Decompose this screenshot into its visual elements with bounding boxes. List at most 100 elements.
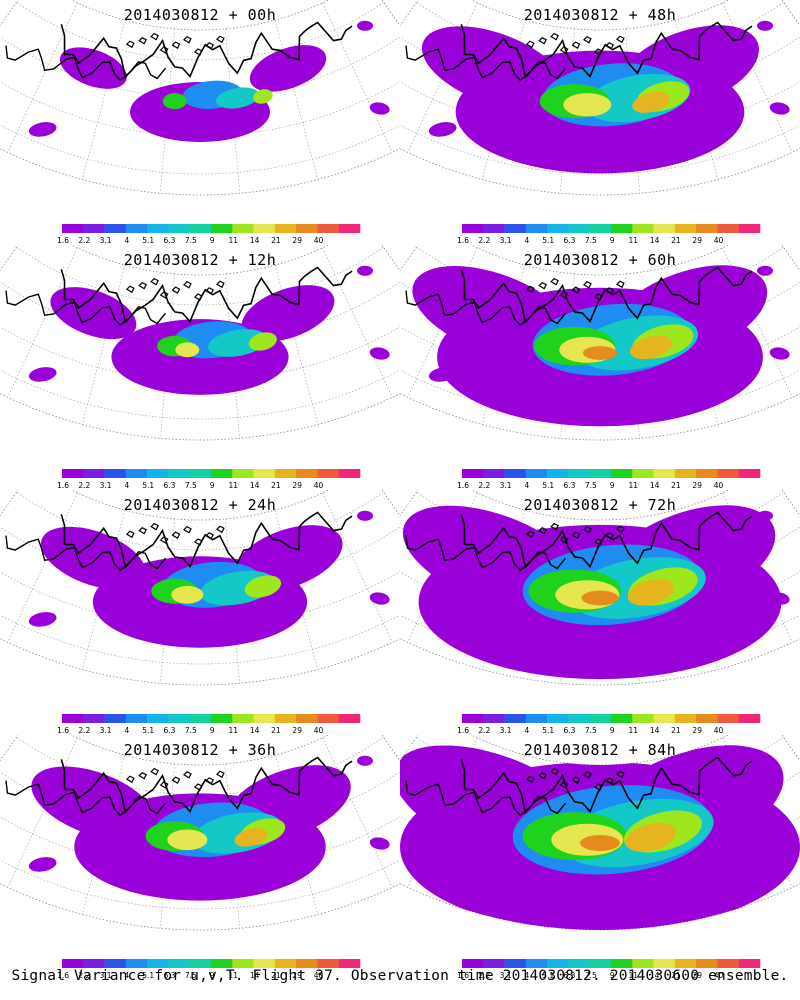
colorbar-tick-label: 40 <box>714 481 724 490</box>
variance-contour <box>428 857 457 872</box>
variance-contour <box>28 122 57 137</box>
colorbar-tick-label: 11 <box>229 481 239 490</box>
forecast-panel: 2014030812 + 12h 1.6 2.2 3.1 4 5.1 6.3 7.5 9 11 14… <box>0 245 400 490</box>
colorbar-swatch <box>738 714 761 723</box>
colorbar-tick-label: 29 <box>692 726 702 735</box>
colorbar-tick-label: 14 <box>250 481 260 490</box>
colorbar-swatch <box>504 714 527 723</box>
colorbar-swatch <box>253 469 276 478</box>
colorbar-tick-label: 29 <box>692 481 702 490</box>
colorbar-swatch <box>317 224 340 233</box>
variance-contour <box>369 102 390 115</box>
colorbar-swatch <box>296 224 318 233</box>
colorbar-swatch <box>211 469 233 478</box>
panel-title: 2014030812 + 12h <box>123 251 277 269</box>
colorbar-tick-label: 9 <box>210 971 215 980</box>
colorbar-swatch <box>317 714 340 723</box>
colorbar-swatch <box>62 469 84 478</box>
variance-contour <box>40 526 146 590</box>
variance-contour <box>757 510 773 521</box>
colorbar-swatch <box>696 959 718 968</box>
variance-contour <box>757 755 773 766</box>
variance-contour <box>412 266 575 361</box>
colorbar-swatch <box>147 469 169 478</box>
colorbar-tick-label: 2.2 <box>478 971 490 980</box>
variance-contour <box>234 828 268 847</box>
colorbar-tick-label: 4 <box>125 236 130 245</box>
colorbar-tick-label: 29 <box>692 971 702 980</box>
colorbar-swatch <box>168 714 191 723</box>
colorbar-tick-label: 7.5 <box>585 971 597 980</box>
forecast-panel: 2014030812 + 00h 1.6 2.2 3.1 4 5.1 6.3 7.5 9 11 14… <box>0 0 400 245</box>
colorbar-tick-label: 1.6 <box>457 971 469 980</box>
colorbar: 1.6 2.2 3.1 4 5.1 6.3 7.5 9 11 14 21 29 40 <box>457 714 761 735</box>
variance-contour <box>428 367 457 382</box>
colorbar-swatch <box>125 714 148 723</box>
colorbar-swatch <box>168 469 191 478</box>
variance-contour <box>769 837 790 850</box>
colorbar-swatch <box>274 959 297 968</box>
colorbar-tick-label: 5.1 <box>142 236 154 245</box>
forecast-panel: 2014030812 + 48h 1.6 2.2 3.1 4 5.1 6.3 7.5 9 11 14… <box>400 0 800 245</box>
forecast-panel: 2014030812 + 24h 1.6 2.2 3.1 4 5.1 6.3 7.5 9 11 14… <box>0 490 400 735</box>
colorbar-tick-label: 21 <box>671 236 681 245</box>
colorbar-swatch <box>104 714 127 723</box>
colorbar-swatch <box>653 224 676 233</box>
colorbar-swatch <box>483 224 505 233</box>
colorbar-swatch <box>104 224 127 233</box>
colorbar-tick-label: 11 <box>229 726 239 735</box>
colorbar-swatch <box>125 224 148 233</box>
colorbar-tick-label: 7.5 <box>585 481 597 490</box>
colorbar-swatch <box>738 224 761 233</box>
colorbar-swatch <box>589 224 612 233</box>
colorbar-tick-label: 14 <box>250 726 260 735</box>
colorbar-tick-label: 1.6 <box>457 236 469 245</box>
colorbar-swatch <box>338 224 361 233</box>
colorbar-tick-label: 9 <box>610 971 615 980</box>
colorbar-tick-label: 6.3 <box>164 481 176 490</box>
colorbar-swatch <box>504 959 527 968</box>
colorbar-swatch <box>547 224 569 233</box>
colorbar-swatch <box>738 469 761 478</box>
colorbar-swatch <box>547 714 569 723</box>
variance-contour <box>59 47 127 89</box>
colorbar-tick-label: 7.5 <box>185 726 197 735</box>
colorbar-swatch <box>211 959 233 968</box>
colorbar: 1.6 2.2 3.1 4 5.1 6.3 7.5 9 11 14 21 29 40 <box>57 959 361 980</box>
map-plot: 1.6 2.2 3.1 4 5.1 6.3 7.5 9 11 14 21 29 40 <box>400 735 800 980</box>
colorbar-tick-label: 6.3 <box>164 726 176 735</box>
colorbar-swatch <box>147 714 169 723</box>
colorbar-tick-label: 5.1 <box>542 236 554 245</box>
colorbar-tick-label: 14 <box>250 971 260 980</box>
colorbar-tick-label: 5.1 <box>142 726 154 735</box>
colorbar-swatch <box>189 469 212 478</box>
colorbar-swatch <box>696 469 718 478</box>
colorbar-tick-label: 6.3 <box>164 971 176 980</box>
variance-contour <box>582 346 618 360</box>
colorbar-tick-label: 9 <box>210 481 215 490</box>
variance-contour <box>357 755 373 766</box>
colorbar-tick-label: 11 <box>629 971 639 980</box>
colorbar-swatch <box>253 959 276 968</box>
colorbar-tick-label: 9 <box>610 481 615 490</box>
colorbar-tick-label: 3.1 <box>100 726 112 735</box>
colorbar-swatch <box>504 224 527 233</box>
colorbar-swatch <box>232 224 254 233</box>
colorbar-swatch <box>253 224 276 233</box>
map-plot: 1.6 2.2 3.1 4 5.1 6.3 7.5 9 11 14 21 29 40 <box>0 490 400 735</box>
variance-contour <box>563 93 612 117</box>
colorbar-tick-label: 3.1 <box>500 971 512 980</box>
variance-contour <box>369 837 390 850</box>
colorbar-swatch <box>717 959 740 968</box>
colorbar-tick-label: 40 <box>714 726 724 735</box>
colorbar-tick-label: 29 <box>292 236 302 245</box>
variance-contour <box>28 612 57 627</box>
variance-contour <box>627 579 674 606</box>
variance-contour <box>421 26 565 110</box>
colorbar-swatch <box>589 714 612 723</box>
variance-contour <box>162 93 187 110</box>
colorbar-tick-label: 2.2 <box>78 726 90 735</box>
colorbar-swatch <box>696 224 718 233</box>
colorbar-swatch <box>568 469 591 478</box>
colorbar-swatch <box>632 224 654 233</box>
